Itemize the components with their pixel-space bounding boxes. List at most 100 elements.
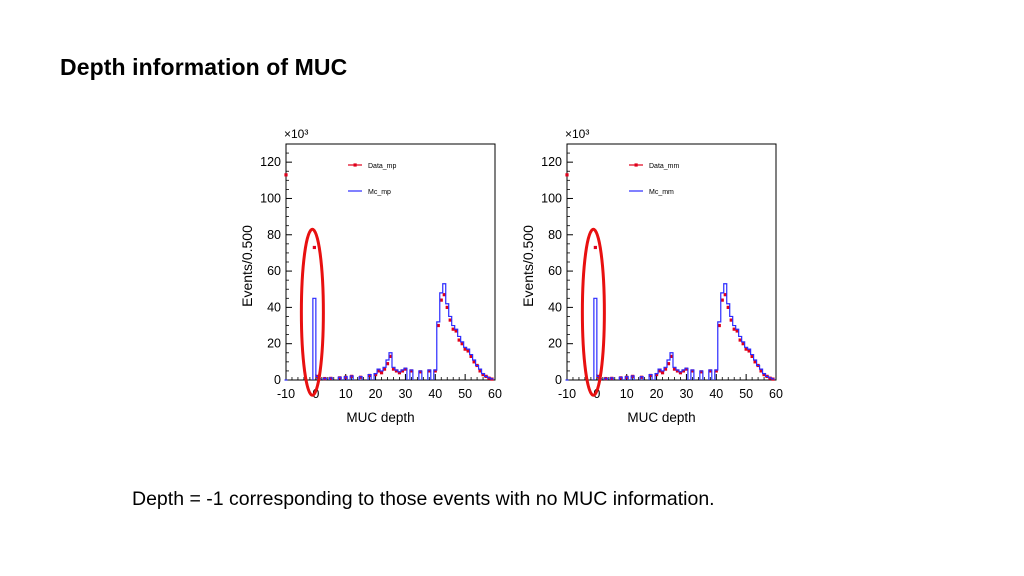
data-point	[753, 360, 757, 364]
y-tick-label: 80	[548, 228, 562, 242]
x-tick-label: 20	[369, 387, 383, 401]
data-point	[654, 372, 659, 377]
slide-caption: Depth = -1 corresponding to those events…	[132, 488, 715, 510]
y-tick-label: 100	[260, 191, 281, 205]
highlight-ellipse	[299, 227, 325, 397]
data-point	[565, 173, 569, 177]
data-point	[448, 318, 452, 322]
data-point	[723, 293, 727, 297]
data-point	[394, 369, 399, 373]
data-point	[284, 173, 288, 177]
mc-series-line	[284, 283, 494, 381]
x-tick-label: 10	[620, 387, 634, 401]
data-point	[720, 298, 724, 302]
data-point	[729, 318, 733, 322]
data-point	[418, 370, 422, 374]
x-tick-label: -10	[558, 387, 576, 401]
data-point	[649, 373, 653, 378]
x-tick-label: 30	[679, 387, 693, 401]
data-point	[708, 369, 712, 373]
data-point	[744, 347, 748, 351]
data-point	[388, 354, 393, 358]
data-point	[657, 369, 662, 373]
data-point	[593, 245, 597, 250]
data-point	[663, 367, 668, 371]
data-point	[312, 245, 316, 250]
data-point	[409, 369, 413, 373]
data-point	[478, 369, 482, 373]
data-point	[690, 369, 694, 373]
data-point	[373, 372, 378, 377]
y-multiplier-label: ×10³	[565, 127, 589, 141]
data-point	[762, 372, 766, 377]
data-point	[699, 370, 703, 374]
data-point	[678, 371, 683, 375]
data-point	[376, 369, 381, 373]
x-tick-label: 50	[458, 387, 472, 401]
y-tick-label: 0	[274, 373, 281, 387]
data-point	[436, 323, 440, 328]
y-tick-label: 60	[267, 264, 281, 278]
data-point	[463, 347, 467, 351]
data-point	[684, 367, 689, 371]
data-point	[741, 342, 745, 346]
data-point	[717, 323, 721, 328]
data-point	[735, 329, 739, 333]
y-tick-label: 0	[555, 373, 562, 387]
data-point	[681, 369, 686, 373]
x-tick-label: 40	[709, 387, 723, 401]
data-point	[466, 349, 470, 353]
y-tick-label: 20	[267, 337, 281, 351]
y-axis-title: Events/0.500	[239, 225, 255, 307]
y-tick-label: 40	[267, 300, 281, 314]
data-point	[759, 369, 763, 373]
x-tick-label: 60	[769, 387, 783, 401]
data-point	[672, 367, 677, 371]
y-tick-label: 60	[548, 264, 562, 278]
data-point	[481, 372, 485, 377]
data-point	[433, 369, 437, 373]
y-tick-label: 40	[548, 300, 562, 314]
data-point	[397, 371, 402, 375]
x-tick-label: 40	[428, 387, 442, 401]
y-tick-label: 80	[267, 228, 281, 242]
mc-series-line	[565, 283, 775, 381]
legend-entry: Data_mm	[649, 163, 680, 170]
slide-title: Depth information of MUC	[60, 54, 348, 80]
data-point	[439, 298, 443, 302]
x-tick-label: 60	[488, 387, 502, 401]
y-tick-label: 120	[260, 155, 281, 169]
y-multiplier-label: ×10³	[284, 127, 308, 141]
data-point	[454, 329, 458, 333]
data-point	[400, 369, 405, 373]
x-axis-title: MUC depth	[346, 410, 414, 425]
data-point	[403, 367, 408, 371]
legend-marker	[634, 163, 638, 167]
x-axis-title: MUC depth	[627, 410, 695, 425]
legend-marker	[353, 163, 357, 167]
data-point	[427, 369, 431, 373]
data-point	[445, 305, 449, 309]
data-point	[391, 367, 396, 371]
x-tick-label: 10	[339, 387, 353, 401]
x-tick-label: 20	[650, 387, 664, 401]
legend-entry: Mc_mp	[368, 189, 391, 196]
data-point	[382, 367, 387, 371]
x-tick-label: -10	[277, 387, 295, 401]
data-point	[750, 354, 754, 358]
data-point	[457, 338, 461, 342]
x-tick-label: 30	[398, 387, 412, 401]
data-point	[472, 360, 476, 364]
highlight-ellipse	[580, 227, 606, 397]
data-point	[675, 369, 680, 373]
data-point	[732, 327, 736, 331]
data-point	[669, 354, 674, 358]
y-tick-label: 20	[548, 337, 562, 351]
legend-entry: Data_mp	[368, 163, 397, 170]
legend-entry: Mc_mm	[649, 189, 674, 196]
data-point	[460, 342, 464, 346]
data-point	[726, 305, 730, 309]
data-point	[368, 373, 372, 378]
